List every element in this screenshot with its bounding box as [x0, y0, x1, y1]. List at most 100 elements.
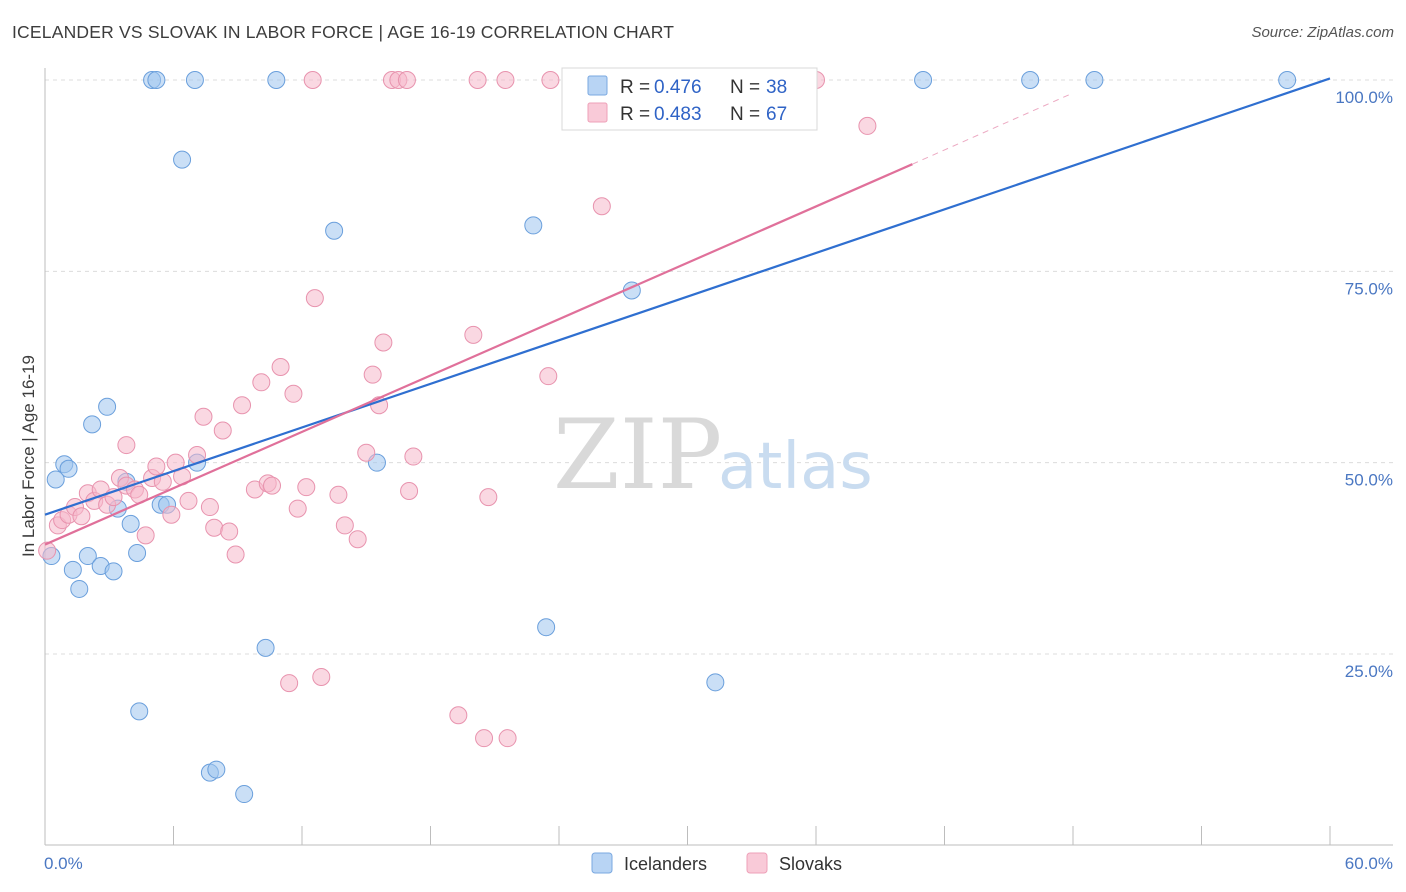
- slovaks-point-37: [280, 674, 299, 693]
- icelanders-point-6: [78, 547, 97, 566]
- slovaks-point-60: [479, 488, 498, 507]
- watermark-atlas: atlas: [718, 430, 873, 504]
- series-swatch-slovaks: [746, 852, 768, 874]
- data-points: [38, 71, 1297, 804]
- slovaks-point-0: [38, 541, 57, 560]
- slovaks-point-55: [404, 447, 423, 466]
- legend-n-label-2: N =: [730, 104, 760, 125]
- slovaks-point-44: [329, 485, 348, 504]
- icelanders-point-34: [914, 71, 933, 89]
- slovaks-point-47: [357, 443, 376, 462]
- slovaks-point-28: [213, 421, 232, 440]
- icelanders-point-15: [130, 702, 149, 721]
- slovaks-point-36: [271, 358, 290, 376]
- slovaks-point-53: [397, 71, 416, 89]
- slovaks-point-35: [263, 476, 282, 495]
- legend-n-value-1: 38: [766, 77, 787, 98]
- source-credit: Source: ZipAtlas.com: [1251, 24, 1394, 41]
- icelanders-point-14: [128, 543, 147, 562]
- slovaks-point-62: [498, 729, 517, 748]
- icelanders-point-4: [63, 560, 82, 579]
- y-tick-label-50: 50.0%: [1345, 471, 1393, 490]
- slovaks-point-38: [284, 384, 303, 403]
- icelanders-point-26: [256, 638, 275, 657]
- y-tick-label-100: 100.0%: [1335, 88, 1393, 107]
- y-tick-label-75: 75.0%: [1345, 279, 1393, 298]
- slovaks-point-59: [475, 729, 494, 748]
- slovaks-point-13: [117, 436, 136, 455]
- slovaks-point-16: [136, 526, 155, 545]
- series-label-slovaks: Slovaks: [779, 854, 842, 874]
- icelanders-point-25: [235, 785, 254, 804]
- slovaks-point-45: [335, 516, 354, 535]
- icelanders-point-3: [59, 459, 78, 478]
- legend-r-value-2: 0.483: [654, 104, 702, 125]
- slovaks-point-58: [468, 71, 487, 89]
- icelanders-point-1: [46, 470, 65, 489]
- series-label-icelanders: Icelanders: [624, 854, 707, 874]
- slovaks-point-57: [464, 325, 483, 344]
- series-legend: Icelanders Slovaks: [591, 852, 842, 874]
- icelanders-point-9: [98, 397, 117, 416]
- slovaks-point-67: [858, 116, 877, 135]
- slovaks-point-42: [305, 289, 324, 308]
- legend-swatch-icelanders: [587, 75, 608, 96]
- legend-r-label-1: R =: [620, 77, 650, 98]
- icelanders-point-10: [104, 562, 123, 581]
- icelanders-point-35: [1021, 71, 1040, 89]
- chart-title: ICELANDER VS SLOVAK IN LABOR FORCE | AGE…: [12, 22, 675, 42]
- icelanders-trend-line: [44, 77, 1331, 516]
- legend-n-label-1: N =: [730, 77, 760, 98]
- x-tick-labels: 0.0% 60.0%: [44, 854, 1393, 873]
- icelanders-point-37: [1278, 71, 1297, 89]
- slovaks-trend-line: [44, 163, 913, 546]
- y-tick-label-25: 25.0%: [1345, 662, 1393, 681]
- legend-n-value-2: 67: [766, 104, 787, 125]
- slovaks-point-56: [449, 706, 468, 725]
- watermark-zip: ZIP: [553, 399, 722, 511]
- trend-lines: [44, 77, 1331, 546]
- legend-r-value-1: 0.476: [654, 77, 702, 98]
- slovaks-point-33: [252, 373, 271, 392]
- slovaks-point-61: [496, 71, 515, 89]
- slovaks-point-50: [374, 333, 393, 352]
- slovaks-point-30: [226, 545, 245, 564]
- icelanders-point-30: [524, 216, 543, 235]
- icelanders-point-24: [207, 760, 226, 779]
- icelanders-point-5: [70, 579, 89, 598]
- slovaks-point-46: [348, 530, 367, 549]
- slovaks-point-31: [233, 396, 252, 415]
- legend-swatch-slovaks: [587, 102, 608, 123]
- y-tick-labels: 25.0% 50.0% 75.0% 100.0%: [1335, 88, 1393, 681]
- slovaks-point-26: [200, 498, 219, 517]
- slovaks-point-18: [147, 457, 166, 476]
- slovaks-point-63: [539, 367, 558, 386]
- icelanders-point-22: [185, 71, 204, 89]
- grid-lines: [45, 79, 1393, 655]
- icelanders-point-36: [1085, 71, 1104, 89]
- slovaks-trend-extension: [912, 92, 1074, 165]
- x-tick-label-max: 60.0%: [1345, 854, 1393, 873]
- icelanders-point-28: [325, 221, 344, 240]
- slovaks-point-20: [162, 505, 181, 524]
- series-slovaks: [38, 71, 877, 748]
- slovaks-point-64: [541, 71, 560, 89]
- watermark: ZIP atlas: [553, 399, 873, 511]
- icelanders-point-20: [173, 150, 192, 169]
- legend-r-label-2: R =: [620, 104, 650, 125]
- slovaks-point-29: [220, 522, 239, 541]
- icelanders-point-13: [121, 514, 140, 533]
- slovaks-point-41: [303, 71, 322, 89]
- slovaks-point-27: [205, 518, 224, 537]
- icelanders-point-27: [267, 71, 286, 89]
- slovaks-point-23: [179, 491, 198, 510]
- icelanders-point-7: [83, 415, 102, 434]
- icelanders-point-17: [147, 71, 166, 89]
- slovaks-point-5: [72, 507, 91, 526]
- slovaks-point-54: [400, 481, 419, 500]
- stats-legend: R = 0.476 N = 38 R = 0.483 N = 67: [561, 67, 818, 131]
- slovaks-point-39: [288, 499, 307, 518]
- axes: [44, 68, 1393, 846]
- y-axis-label: In Labor Force | Age 16-19: [19, 355, 38, 557]
